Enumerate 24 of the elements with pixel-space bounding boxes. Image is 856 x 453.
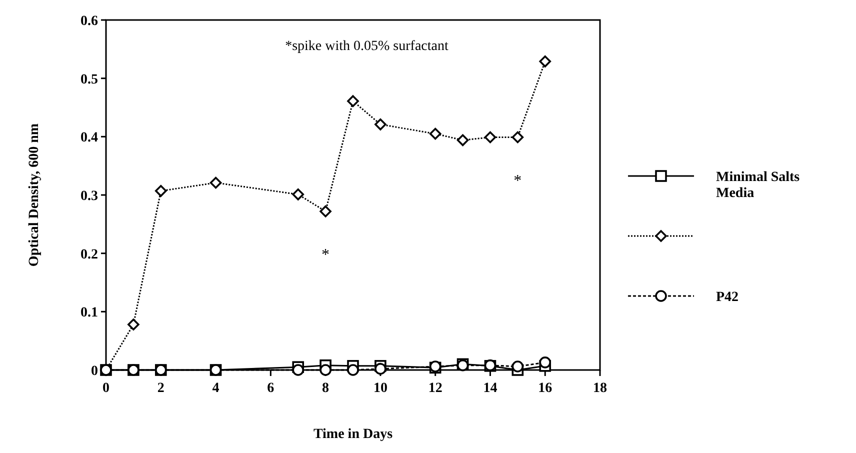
x-tick-label: 10 — [373, 381, 388, 396]
x-tick-label: 0 — [102, 381, 110, 396]
y-tick-label: 0.1 — [80, 306, 98, 321]
legend-label: Minimal Salts Media — [716, 170, 800, 201]
y-tick-label: 0.2 — [80, 247, 98, 262]
y-tick-label: 0.3 — [80, 189, 98, 204]
annotation: * — [514, 172, 522, 190]
y-tick-label: 0.4 — [80, 130, 98, 146]
y-axis-title: Optical Density, 600 nm — [27, 123, 42, 267]
annotation: * — [322, 246, 330, 264]
annotation: *spike with 0.05% surfactant — [285, 39, 448, 54]
x-tick-label: 14 — [483, 381, 498, 396]
x-tick-label: 18 — [593, 381, 607, 396]
y-tick-label: 0 — [91, 364, 98, 379]
y-tick-label: 0.6 — [80, 14, 98, 29]
legend-label: P42 — [716, 290, 739, 305]
x-tick-label: 2 — [157, 381, 164, 396]
x-tick-label: 12 — [428, 381, 442, 396]
x-tick-label: 4 — [212, 381, 220, 396]
x-tick-label: 6 — [267, 381, 274, 396]
x-axis-title: Time in Days — [313, 427, 394, 442]
x-tick-label: 16 — [538, 381, 552, 396]
y-tick-label: 0.5 — [80, 72, 98, 88]
x-tick-label: 8 — [322, 381, 330, 396]
